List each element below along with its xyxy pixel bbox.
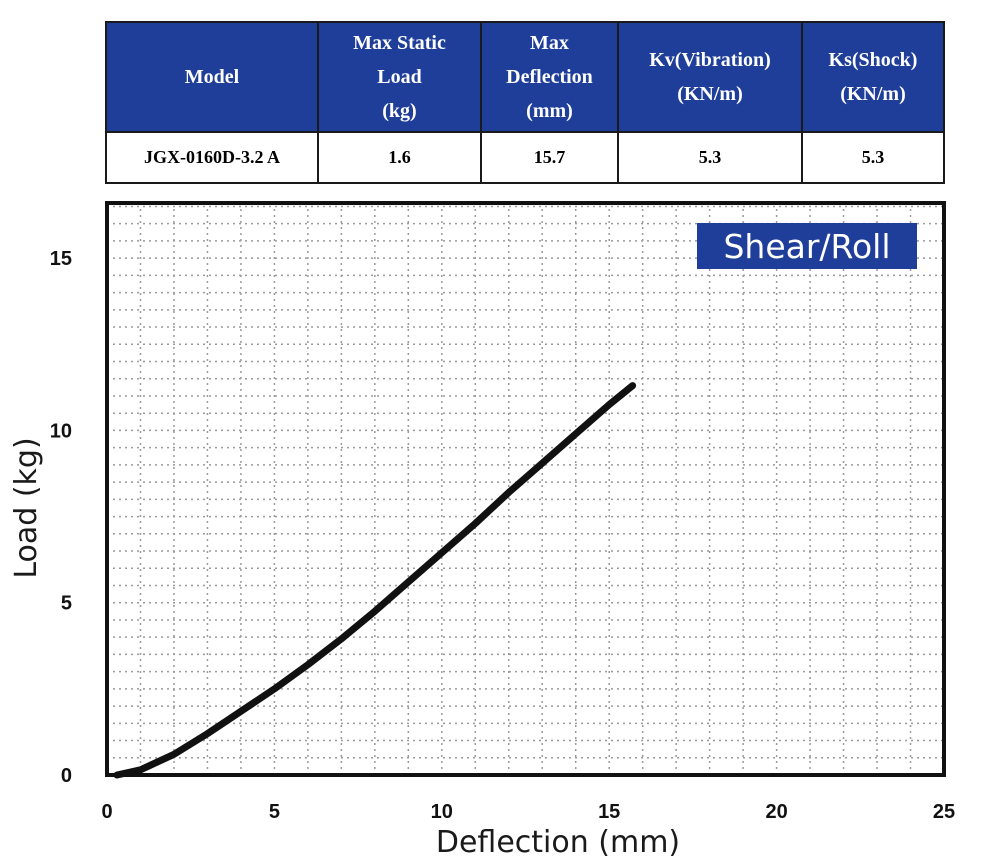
x-tick-label: 15 [598, 801, 620, 823]
load-curve [113, 382, 637, 779]
axis-ticks: 0 5 10 15 20 25 0 5 10 15 [50, 248, 955, 823]
header-model: Model [105, 21, 319, 133]
badge-label: Shear/Roll [723, 227, 890, 266]
y-axis-title: Load (kg) [9, 437, 44, 578]
cell-max-deflection: 15.7 [480, 131, 619, 184]
x-tick-label: 5 [269, 801, 280, 823]
y-tick-label: 10 [50, 420, 72, 442]
y-tick-label: 0 [61, 765, 72, 787]
x-tick-label: 20 [765, 801, 787, 823]
cell-kv: 5.3 [617, 131, 803, 184]
x-tick-label: 0 [101, 801, 112, 823]
x-axis-title: Deflection (mm) [436, 825, 680, 860]
table-row: JGX-0160D-3.2 A 1.6 15.7 5.3 5.3 [105, 131, 945, 184]
cell-ks: 5.3 [801, 131, 945, 184]
y-tick-label: 5 [61, 593, 72, 615]
header-max-deflection: Max Deflection (mm) [480, 21, 619, 133]
header-kv-vibration: Kv(Vibration) (KN/m) [617, 21, 803, 133]
table-header-row: Model Max Static Load (kg) Max Deflectio… [105, 21, 945, 133]
x-tick-label: 10 [431, 801, 453, 823]
y-tick-label: 15 [50, 248, 72, 270]
header-max-static-load: Max Static Load (kg) [317, 21, 482, 133]
load-deflection-chart: 0 5 10 15 20 25 0 5 10 15 Shear/Roll Deflection (… [9, 201, 955, 860]
header-ks-shock: Ks(Shock) (KN/m) [801, 21, 945, 133]
x-tick-label: 25 [933, 801, 955, 823]
cell-max-static-load: 1.6 [317, 131, 482, 184]
plot-frame [105, 201, 946, 777]
shear-roll-badge: Shear/Roll [697, 223, 917, 269]
badge-background [697, 223, 917, 269]
cell-model: JGX-0160D-3.2 A [105, 131, 319, 184]
grid [107, 203, 944, 775]
spec-table: Model Max Static Load (kg) Max Deflectio… [105, 21, 945, 184]
